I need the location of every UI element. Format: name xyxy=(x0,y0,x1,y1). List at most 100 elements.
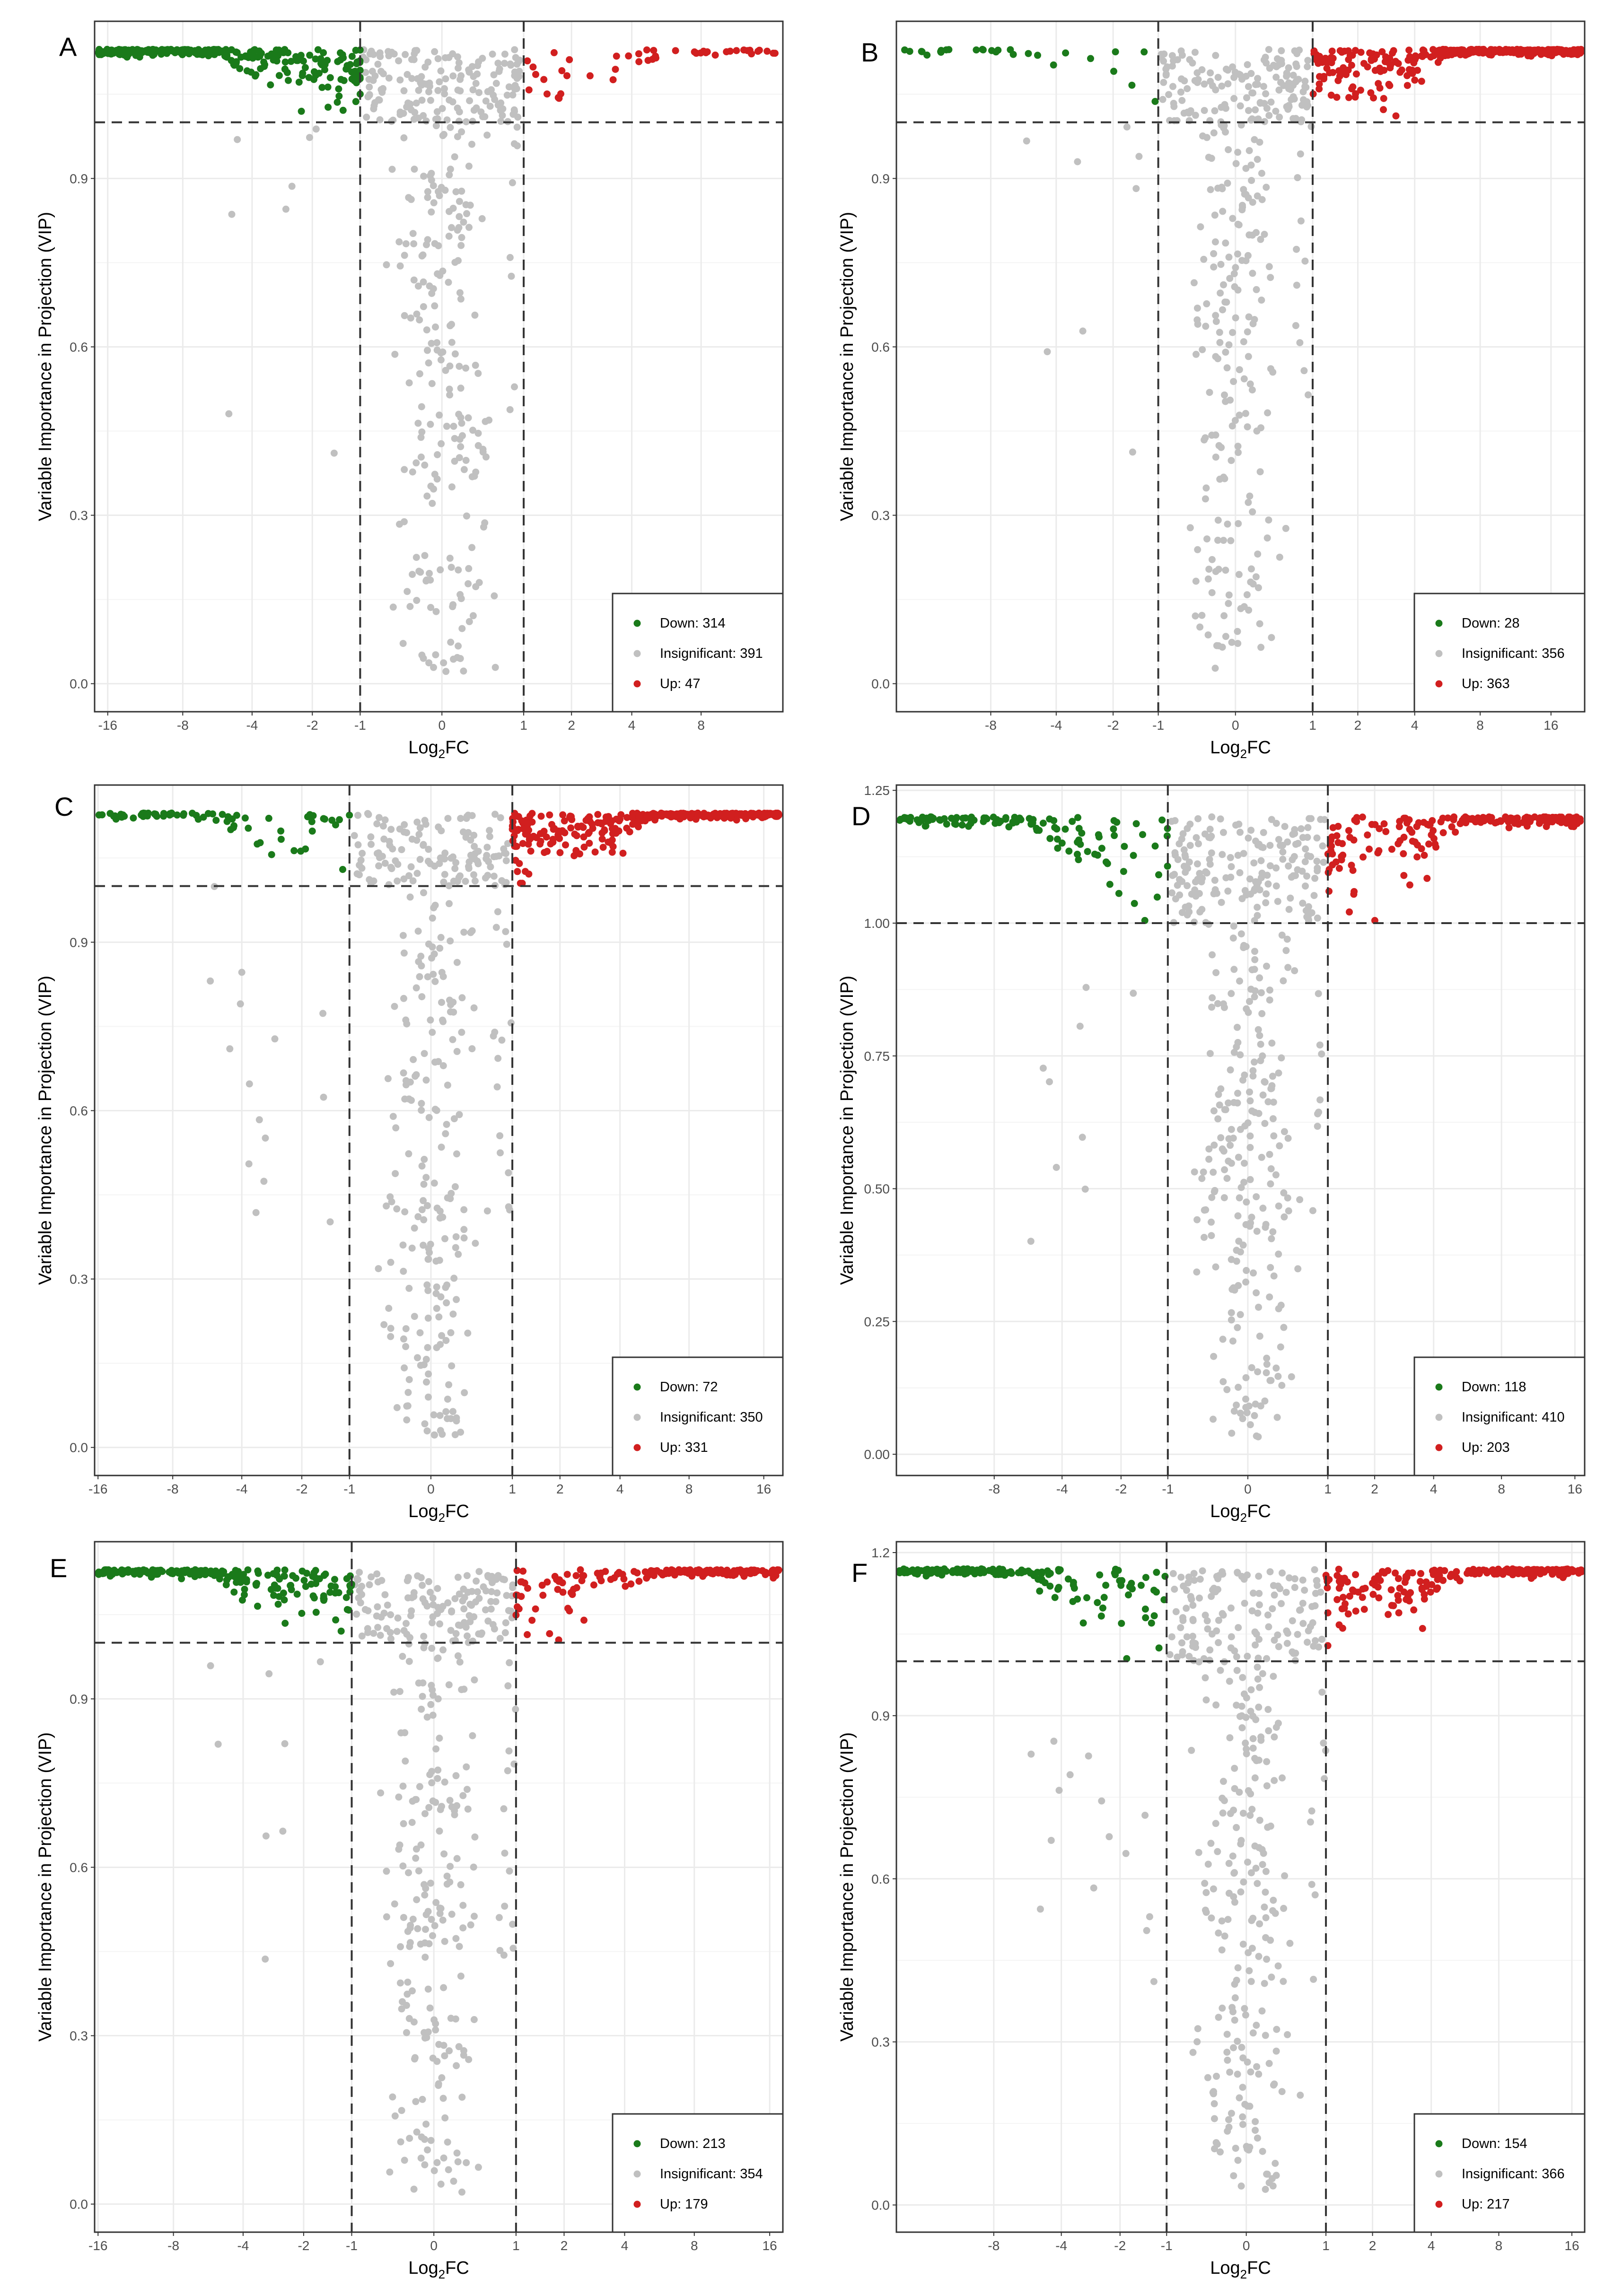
point-insignificant xyxy=(455,1250,462,1258)
point-down xyxy=(1087,55,1094,62)
point-insignificant xyxy=(1212,52,1219,59)
point-down xyxy=(267,81,274,88)
point-down xyxy=(237,53,245,61)
point-down xyxy=(1065,847,1073,855)
x-axis-title: Log2FC xyxy=(408,2258,469,2281)
point-insignificant xyxy=(452,188,460,195)
point-insignificant xyxy=(1293,50,1301,57)
x-axis-title-sub: 2 xyxy=(1240,747,1247,761)
point-insignificant xyxy=(1245,1949,1252,1956)
point-down xyxy=(1155,1644,1163,1652)
point-insignificant xyxy=(1204,1625,1211,1633)
point-insignificant xyxy=(464,1805,472,1813)
point-insignificant xyxy=(1220,281,1227,288)
point-insignificant xyxy=(387,1258,395,1266)
x-tick-label: 1 xyxy=(1322,2238,1330,2253)
point-insignificant xyxy=(1282,947,1290,954)
point-up xyxy=(1344,1610,1352,1618)
point-insignificant xyxy=(1302,845,1309,853)
point-up xyxy=(652,52,659,60)
point-insignificant xyxy=(1178,1639,1185,1647)
x-tick-label: 4 xyxy=(628,718,636,733)
point-insignificant xyxy=(359,849,366,857)
point-insignificant xyxy=(454,227,461,234)
point-insignificant xyxy=(400,1820,407,1827)
point-up xyxy=(537,812,545,820)
point-insignificant xyxy=(400,1069,407,1077)
point-insignificant xyxy=(434,451,441,458)
point-down xyxy=(1155,871,1162,879)
legend-marker-down xyxy=(1435,2140,1443,2148)
point-insignificant xyxy=(1193,2038,1201,2045)
legend-marker-up xyxy=(633,1444,641,1451)
point-up xyxy=(1376,84,1384,92)
point-down xyxy=(1078,829,1086,837)
x-tick-label: 8 xyxy=(691,2238,698,2253)
point-insignificant xyxy=(1301,858,1309,865)
point-down xyxy=(1038,1577,1046,1584)
point-insignificant xyxy=(1319,842,1326,850)
point-insignificant xyxy=(1218,1946,1226,1954)
point-insignificant xyxy=(1168,889,1175,897)
point-insignificant xyxy=(391,350,399,358)
point-insignificant xyxy=(1308,1881,1316,1888)
point-insignificant xyxy=(446,385,453,393)
point-insignificant xyxy=(1276,1142,1283,1150)
point-up xyxy=(1403,82,1411,89)
point-insignificant xyxy=(465,2056,473,2063)
point-insignificant xyxy=(1242,1714,1250,1721)
point-insignificant xyxy=(1273,2025,1280,2033)
point-down xyxy=(169,1569,177,1577)
point-insignificant xyxy=(1234,286,1242,294)
x-tick-label: 4 xyxy=(621,2238,629,2253)
point-up xyxy=(598,835,606,843)
point-down xyxy=(1038,1568,1046,1576)
point-up xyxy=(1453,1568,1460,1575)
point-insignificant xyxy=(1263,872,1271,879)
point-insignificant xyxy=(441,849,449,857)
point-insignificant xyxy=(485,858,492,865)
point-insignificant xyxy=(363,113,370,121)
point-insignificant xyxy=(456,289,464,297)
point-insignificant xyxy=(1275,1202,1282,1210)
point-insignificant xyxy=(1270,1132,1278,1140)
point-insignificant xyxy=(446,362,454,370)
point-down xyxy=(1151,842,1159,850)
point-down xyxy=(240,1571,247,1578)
point-insignificant xyxy=(1211,107,1219,114)
point-insignificant xyxy=(1247,70,1255,77)
point-insignificant xyxy=(1242,410,1249,417)
point-insignificant xyxy=(1283,1640,1291,1647)
point-insignificant xyxy=(312,125,320,133)
x-axis-title-tail: FC xyxy=(445,1502,469,1521)
point-up xyxy=(718,1569,725,1576)
x-tick-label: -8 xyxy=(167,2238,179,2253)
point-up xyxy=(635,823,642,830)
point-up xyxy=(619,849,627,857)
point-insignificant xyxy=(1224,2056,1231,2064)
point-insignificant xyxy=(411,1313,418,1320)
point-insignificant xyxy=(1245,1787,1252,1794)
point-insignificant xyxy=(424,1202,431,1209)
point-insignificant xyxy=(1262,1868,1270,1875)
point-insignificant xyxy=(420,1241,427,1249)
point-insignificant xyxy=(1212,454,1219,461)
point-insignificant xyxy=(1261,1397,1269,1405)
point-insignificant xyxy=(288,183,296,190)
point-insignificant xyxy=(380,1609,388,1617)
legend-marker-down xyxy=(1435,620,1443,627)
point-up xyxy=(1351,888,1358,895)
point-insignificant xyxy=(1261,1903,1268,1911)
point-insignificant xyxy=(440,1984,447,1991)
legend-label-insignificant: Insignificant: 356 xyxy=(1462,646,1565,661)
point-insignificant xyxy=(1248,1945,1256,1952)
point-insignificant xyxy=(1314,1582,1321,1589)
point-insignificant xyxy=(424,1287,432,1294)
point-insignificant xyxy=(1230,1407,1238,1415)
x-tick-label: -4 xyxy=(236,1482,248,1496)
point-down xyxy=(347,61,354,68)
point-insignificant xyxy=(428,380,436,387)
point-up xyxy=(1329,69,1337,76)
point-insignificant xyxy=(1234,148,1242,156)
point-insignificant xyxy=(425,359,432,367)
